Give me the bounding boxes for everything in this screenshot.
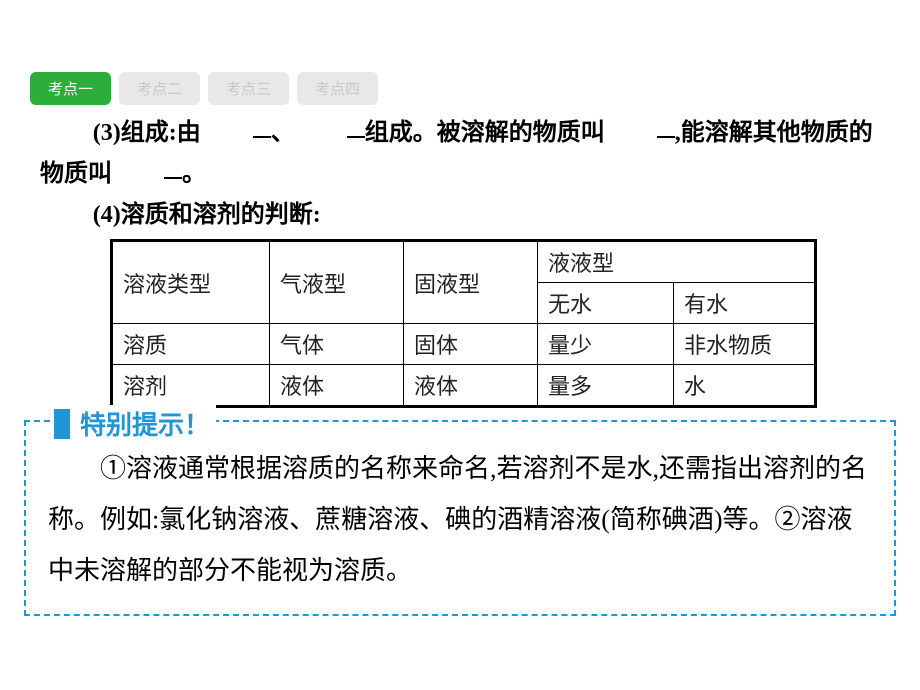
special-hint-box: 特别提示！ ①溶液通常根据溶质的名称来命名,若溶剂不是水,还需指出溶剂的名称。例… xyxy=(24,420,896,616)
text: 组成。被溶解的物质叫 xyxy=(365,120,605,146)
tab-kaodian-1[interactable]: 考点一 xyxy=(30,72,111,105)
cell: 固体 xyxy=(404,324,538,365)
cell: 气体 xyxy=(270,324,404,365)
cell-solid-liquid: 固液型 xyxy=(404,241,538,324)
table-row: 溶液类型 气液型 固液型 液液型 xyxy=(112,241,816,283)
cell: 水 xyxy=(674,365,816,407)
table-row: 溶质 气体 固体 量少 非水物质 xyxy=(112,324,816,365)
table-row: 溶剂 液体 液体 量多 水 xyxy=(112,365,816,407)
tab-kaodian-4[interactable]: 考点四 xyxy=(297,72,378,105)
hint-title-wrap: 特别提示！ xyxy=(54,405,216,442)
hint-bar-icon xyxy=(54,409,70,439)
fill-blank-4[interactable] xyxy=(112,154,182,180)
cell: 非水物质 xyxy=(674,324,816,365)
hint-body: ①溶液通常根据溶质的名称来命名,若溶剂不是水,还需指出溶剂的名称。例如:氯化钠溶… xyxy=(48,444,872,596)
tab-bar: 考点一 考点二 考点三 考点四 xyxy=(0,0,920,105)
cell-has-water: 有水 xyxy=(674,283,816,324)
cell: 量多 xyxy=(538,365,674,407)
content-area: (3)组成:由、组成。被溶解的物质叫,能溶解其他物质的物质叫。 (4)溶质和溶剂… xyxy=(0,105,920,408)
paragraph-3: (3)组成:由、组成。被溶解的物质叫,能溶解其他物质的物质叫。 xyxy=(40,113,880,195)
text: 、 xyxy=(271,120,295,146)
cell-type-header: 溶液类型 xyxy=(112,241,270,324)
hint-title: 特别提示！ xyxy=(80,405,210,442)
solution-type-table: 溶液类型 气液型 固液型 液液型 无水 有水 溶质 气体 固体 量少 非水物质 … xyxy=(110,239,817,408)
tab-kaodian-2[interactable]: 考点二 xyxy=(119,72,200,105)
fill-blank-3[interactable] xyxy=(605,114,675,140)
cell: 液体 xyxy=(404,365,538,407)
text: 。 xyxy=(182,161,206,187)
tab-kaodian-3[interactable]: 考点三 xyxy=(208,72,289,105)
fill-blank-2[interactable] xyxy=(295,114,365,140)
cell: 液体 xyxy=(270,365,404,407)
fill-blank-1[interactable] xyxy=(201,114,271,140)
cell-solute-header: 溶质 xyxy=(112,324,270,365)
cell-gas-liquid: 气液型 xyxy=(270,241,404,324)
cell-no-water: 无水 xyxy=(538,283,674,324)
text: (4)溶质和溶剂的判断: xyxy=(93,202,321,228)
cell-liquid-liquid: 液液型 xyxy=(538,241,816,283)
text: (3)组成:由 xyxy=(93,120,201,146)
paragraph-4: (4)溶质和溶剂的判断: xyxy=(40,195,880,236)
table-wrapper: 溶液类型 气液型 固液型 液液型 无水 有水 溶质 气体 固体 量少 非水物质 … xyxy=(40,235,880,408)
cell: 量少 xyxy=(538,324,674,365)
cell-solvent-header: 溶剂 xyxy=(112,365,270,407)
